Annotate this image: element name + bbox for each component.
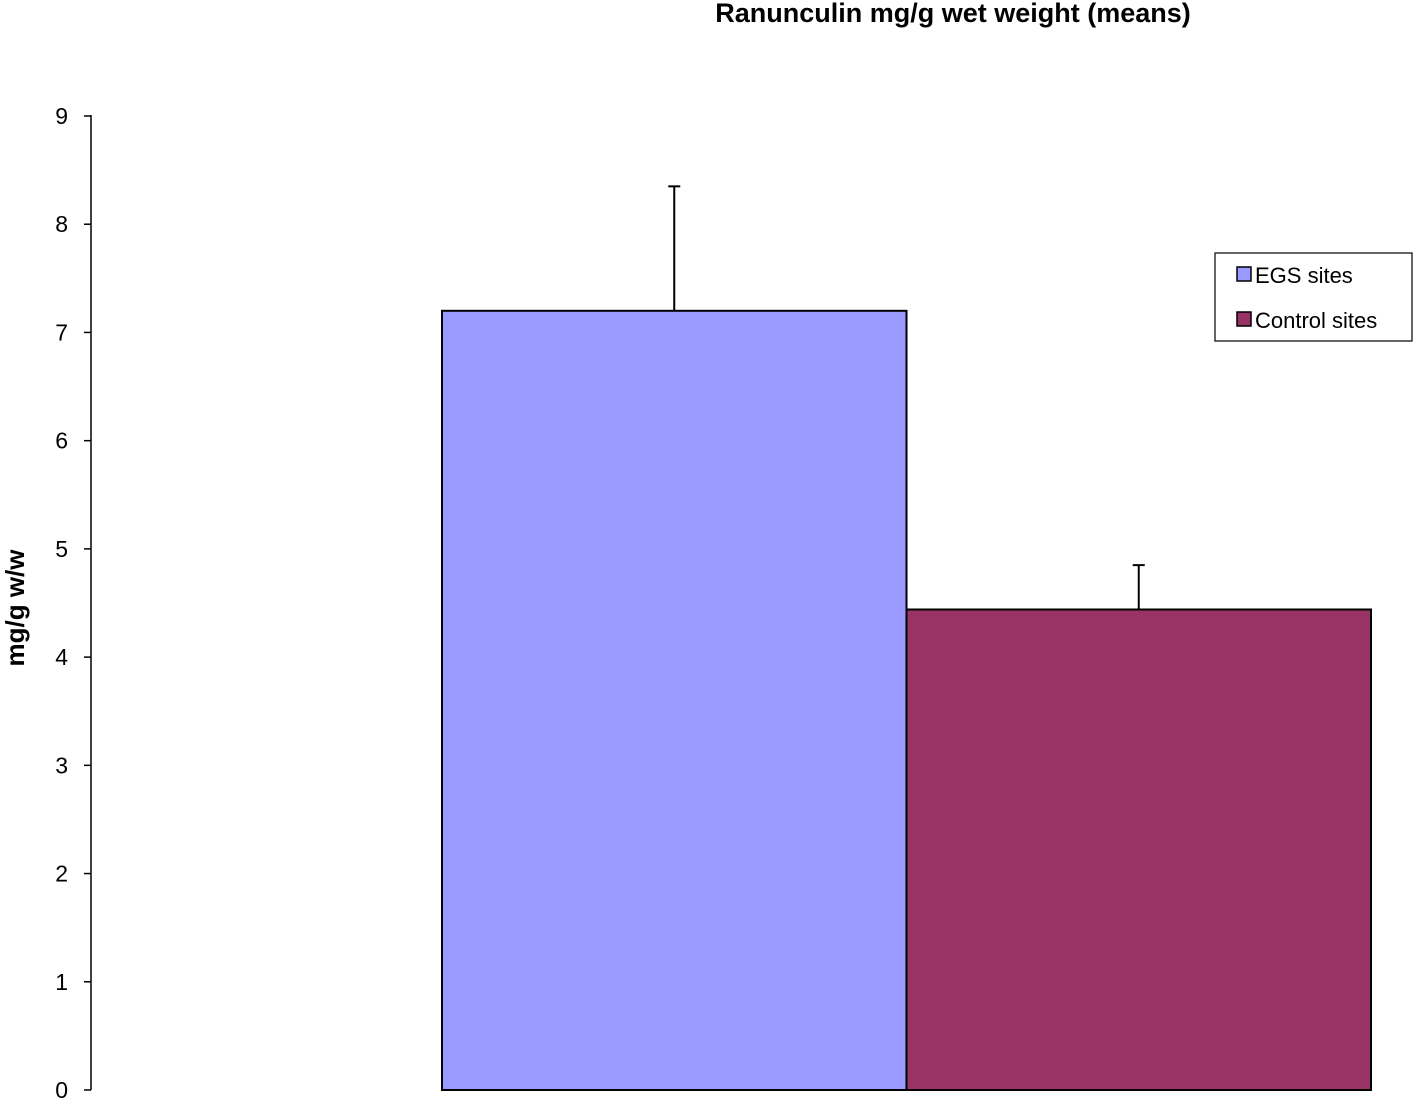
y-tick-label-3: 3 xyxy=(55,752,68,778)
legend-swatch-1 xyxy=(1236,311,1252,327)
bar-egs-sites xyxy=(441,309,908,1091)
y-tick-label-5: 5 xyxy=(55,536,68,562)
error-bars xyxy=(668,185,1145,610)
y-tick-label-7: 7 xyxy=(55,319,68,345)
bar-control-sites xyxy=(905,608,1372,1091)
y-tick-label-9: 9 xyxy=(55,103,68,129)
y-axis-label: mg/g w/w xyxy=(0,549,30,667)
y-tick-label-0: 0 xyxy=(55,1077,68,1099)
y-tick-label-4: 4 xyxy=(55,644,68,670)
legend: EGS sites Control sites xyxy=(1214,252,1413,342)
legend-label-1: Control sites xyxy=(1255,308,1377,333)
y-axis-ticks: 0 1 2 3 4 5 6 7 8 9 xyxy=(55,103,91,1103)
y-tick-label-8: 8 xyxy=(55,211,68,237)
legend-swatch-0 xyxy=(1236,266,1252,282)
bars xyxy=(441,309,1372,1091)
y-tick-label-6: 6 xyxy=(55,428,68,454)
y-tick-label-1: 1 xyxy=(55,969,68,995)
chart-title: Ranunculin mg/g wet weight (means) xyxy=(715,0,1191,28)
y-tick-label-2: 2 xyxy=(55,861,68,887)
legend-label-0: EGS sites xyxy=(1255,263,1353,288)
